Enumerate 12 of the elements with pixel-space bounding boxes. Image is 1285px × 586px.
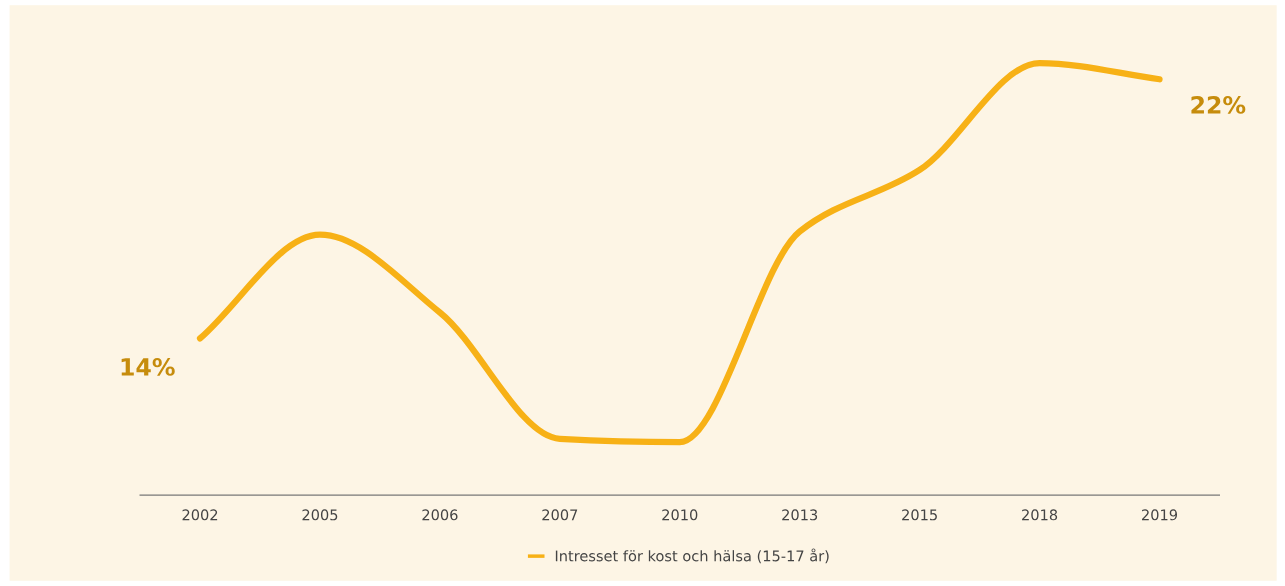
x-tick-label: 2015 (902, 509, 937, 521)
x-tick-label: 2018 (1022, 509, 1058, 521)
data-label: 22% (1191, 96, 1246, 114)
x-tick-label: 2005 (302, 509, 338, 521)
legend-label: Intresset för kost och hälsa (15-17 år) (555, 548, 829, 564)
x-tick-label: 2013 (782, 509, 818, 521)
x-tick-label: 2010 (662, 509, 698, 521)
x-tick-label: 2019 (1142, 509, 1178, 521)
x-tick-label: 2002 (182, 509, 218, 521)
data-label: 14% (121, 357, 175, 376)
x-tick-label: 2006 (422, 509, 458, 521)
x-tick-label: 2007 (542, 509, 578, 521)
